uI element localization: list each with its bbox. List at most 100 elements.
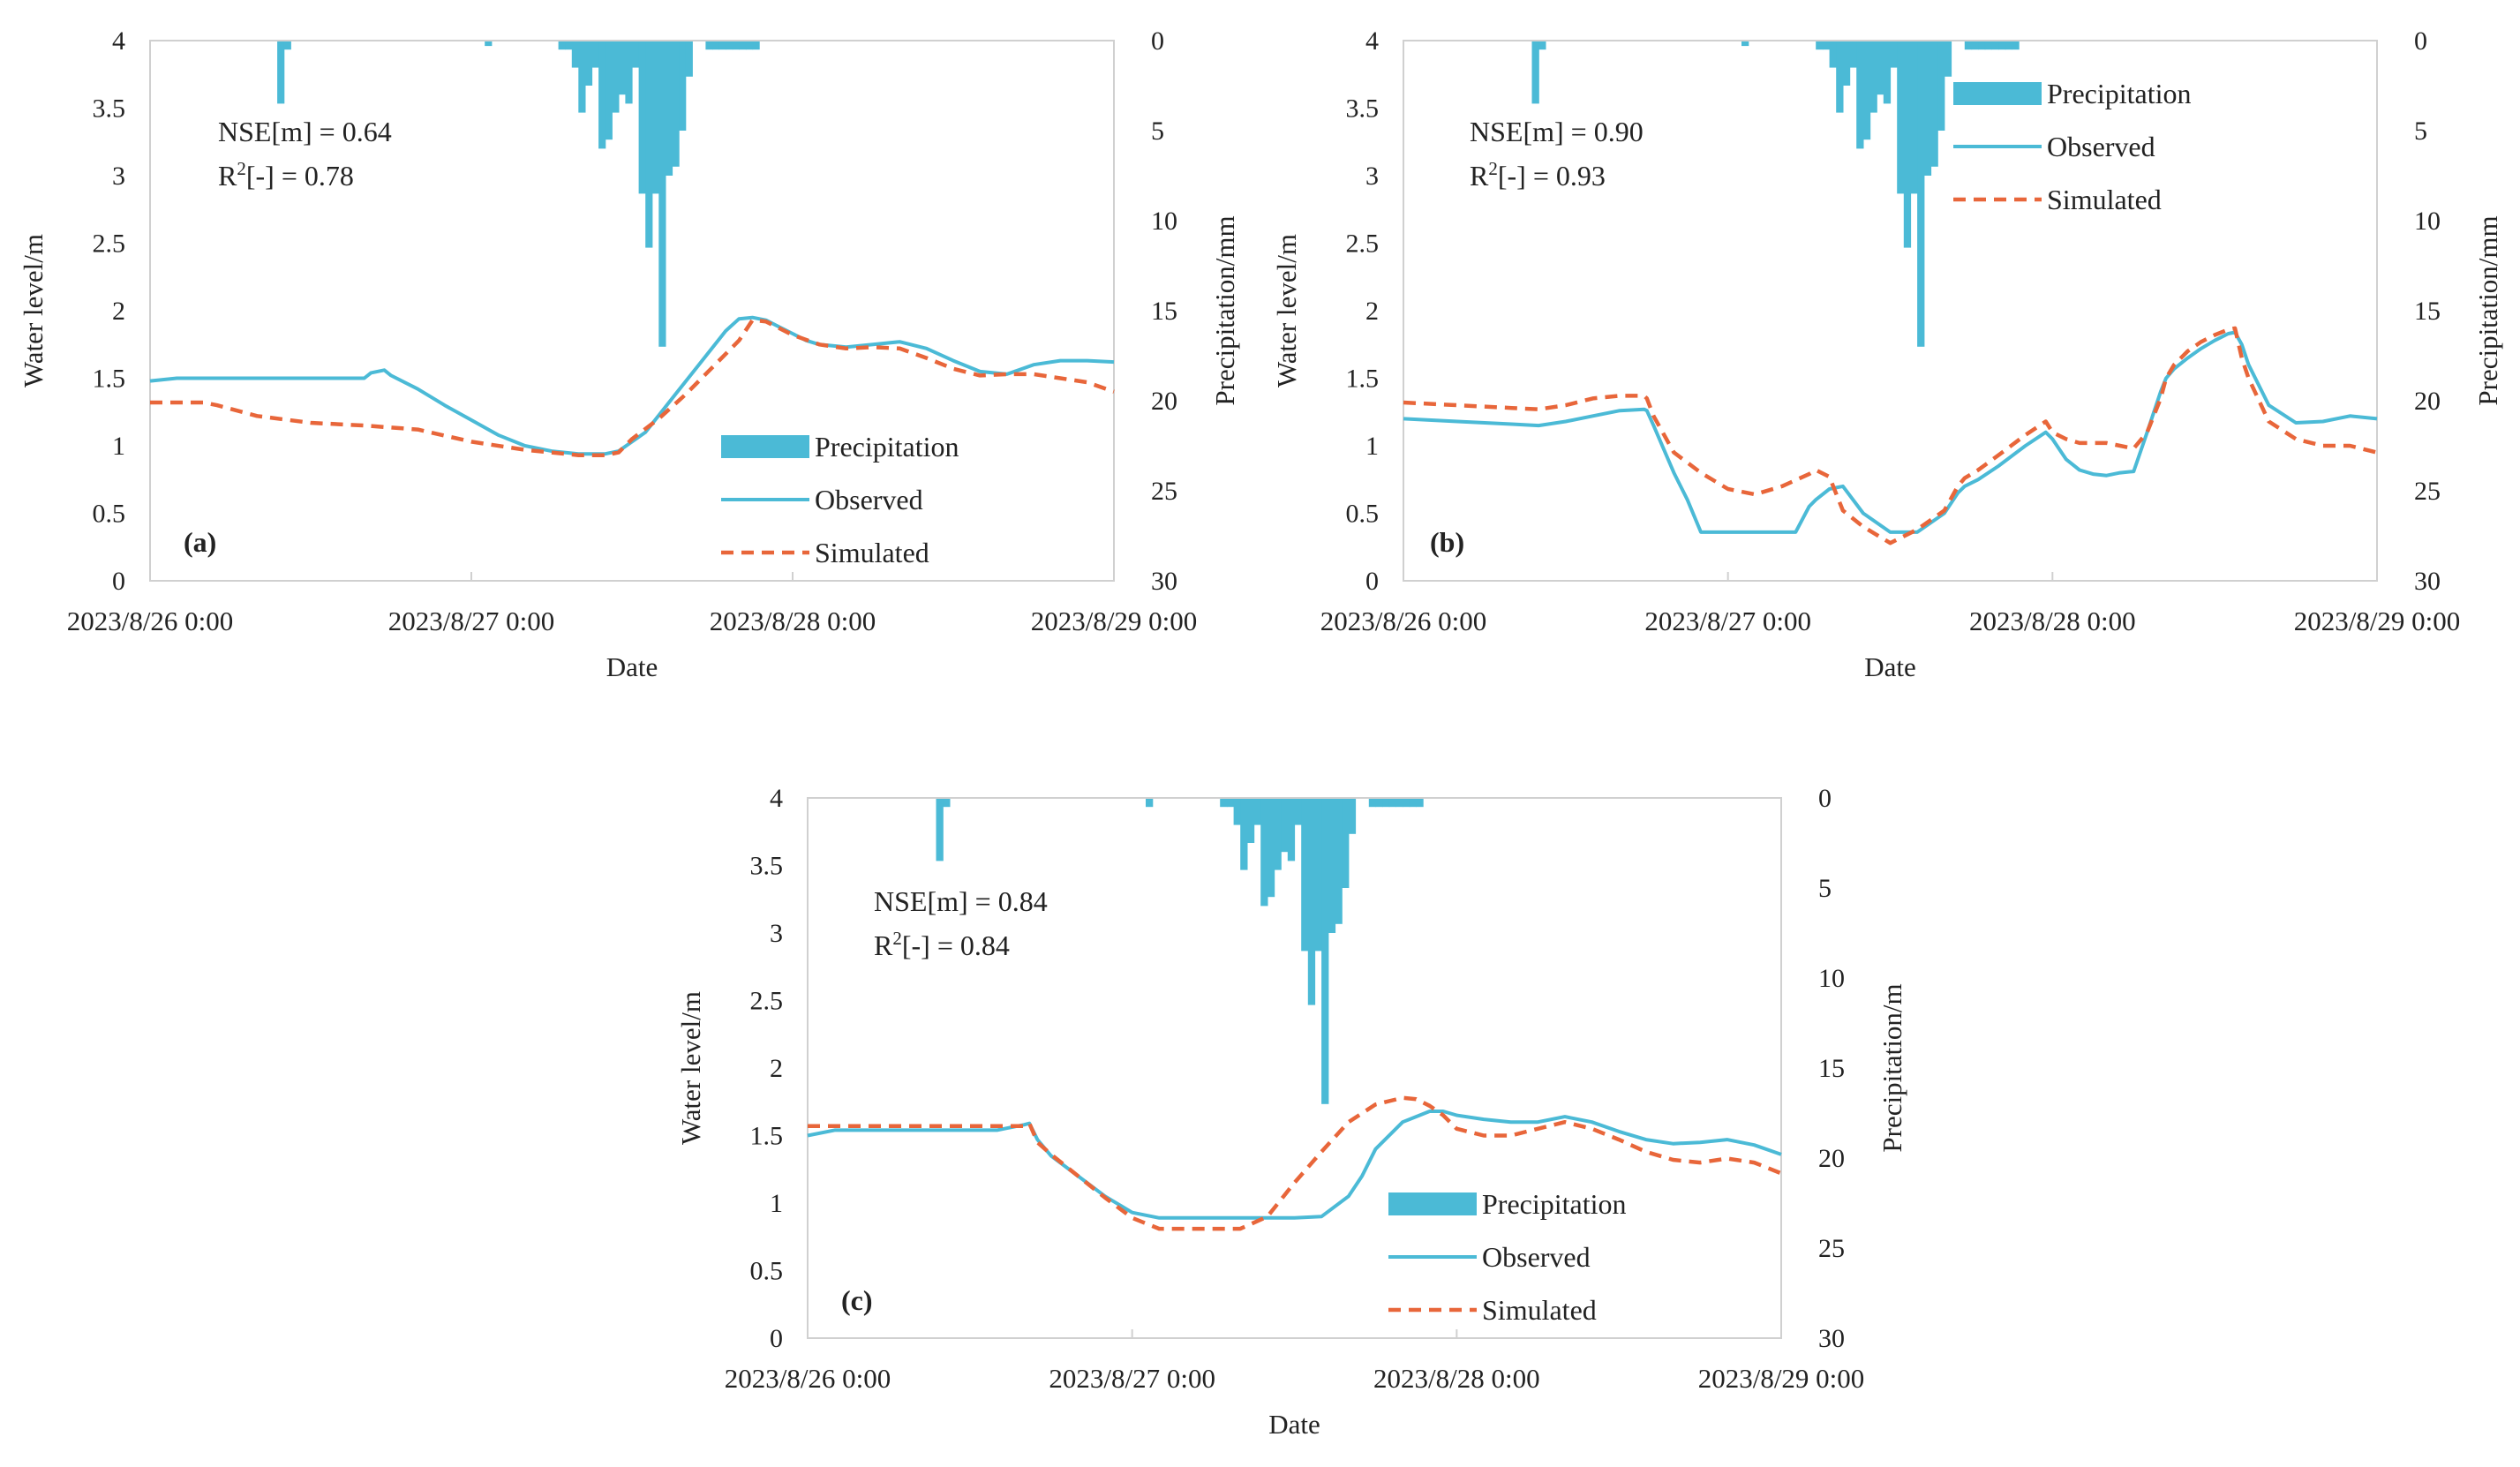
x-axis-title: Date <box>606 651 658 682</box>
x-tick-label: 2023/8/29 0:00 <box>2294 606 2461 636</box>
precipitation-bar <box>1246 798 1255 843</box>
precipitation-bar <box>739 41 747 50</box>
y2-axis-title: Precipitation/mm <box>2472 215 2503 405</box>
y2-tick-label: 5 <box>2414 117 2427 146</box>
legend-label: Simulated <box>1482 1294 1597 1326</box>
precipitation-bar <box>1348 798 1357 834</box>
precipitation-bar <box>283 41 291 50</box>
y2-tick-label: 0 <box>1151 26 1164 56</box>
y-axis-title: Water level/m <box>1271 234 1302 387</box>
y-tick-label: 2.5 <box>1346 229 1380 259</box>
nse-text: NSE[m] = 0.64 <box>218 116 392 147</box>
y-tick-label: 0 <box>1365 567 1379 596</box>
x-tick-label: 2023/8/27 0:00 <box>1644 606 1811 636</box>
precipitation-bar <box>625 41 633 104</box>
precipitation-bar <box>1944 41 1952 77</box>
y2-tick-label: 20 <box>1818 1144 1845 1173</box>
precipitation-bar <box>1253 798 1261 825</box>
y2-tick-label: 5 <box>1151 117 1164 146</box>
precipitation-bar <box>1395 798 1403 808</box>
x-tick-label: 2023/8/28 0:00 <box>1969 606 2136 636</box>
precipitation-bar <box>1822 41 1831 50</box>
x-tick-label: 2023/8/29 0:00 <box>1698 1363 1865 1394</box>
y-tick-label: 1.5 <box>93 365 126 394</box>
legend-swatch-precipitation <box>1388 1192 1477 1215</box>
precipitation-bar <box>1910 41 1918 194</box>
precipitation-bar <box>1260 798 1268 907</box>
precipitation-bar <box>591 41 599 68</box>
y-tick-label: 4 <box>112 26 125 56</box>
y-tick-label: 3.5 <box>1346 94 1380 124</box>
r2-text: R2[-] = 0.93 <box>1470 158 1606 192</box>
chart-panel-2: 0 0.5 1 1.5 2 2.5 3 3.5 4 0 5 10 15 20 25 30 2023/8/26 0… <box>1271 26 2503 682</box>
y2-tick-label: 10 <box>1818 964 1845 993</box>
precipitation-bar <box>1220 798 1228 808</box>
observed-line <box>149 315 1115 456</box>
x-axis-title: Date <box>1864 651 1916 682</box>
precipitation-bar <box>578 41 586 113</box>
precipitation-bar <box>752 41 760 50</box>
precipitation-bar <box>1964 41 1973 50</box>
y-tick-label: 0.5 <box>1346 500 1380 529</box>
simulated-line <box>808 1095 1782 1231</box>
y2-axis-title: Precipitation/mm <box>1209 215 1240 405</box>
y-tick-label: 2.5 <box>750 987 784 1016</box>
y2-tick-label: 15 <box>1151 297 1177 326</box>
precipitation-bar <box>672 41 680 167</box>
precipitation-bar <box>1403 798 1410 808</box>
y2-tick-label: 30 <box>2414 567 2441 596</box>
precipitation-bar <box>1849 41 1857 68</box>
panel-label: (a) <box>184 526 216 558</box>
nse-text: NSE[m] = 0.90 <box>1470 116 1644 147</box>
precipitation-bar <box>1274 798 1282 870</box>
precipitation-bar <box>685 41 693 77</box>
chart-panel-1: 0 0.5 1 1.5 2 2.5 3 3.5 4 0 5 10 15 20 25 30 2023/8/26 0… <box>18 26 1240 682</box>
precipitation-bar <box>726 41 733 50</box>
precipitation-bar <box>598 41 606 149</box>
precipitation-bar <box>605 41 613 140</box>
y-tick-label: 1.5 <box>1346 365 1380 394</box>
legend-label: Precipitation <box>815 431 959 463</box>
precipitation-bar <box>1267 798 1275 898</box>
y-tick-label: 2 <box>770 1054 783 1083</box>
precipitation-bar <box>571 41 579 68</box>
plot-frame <box>807 797 1782 1339</box>
y2-tick-label: 30 <box>1818 1324 1845 1353</box>
precipitation-bar <box>638 41 646 194</box>
y-tick-label: 3 <box>770 919 783 948</box>
precipitation-bar <box>1978 41 1986 50</box>
precipitation-bar <box>1890 41 1898 68</box>
legend-label: Simulated <box>815 537 929 568</box>
precipitation-bar <box>277 41 285 104</box>
y-tick-label: 2 <box>112 297 125 326</box>
precipitation-bar <box>1307 798 1316 1005</box>
x-tick-label: 2023/8/28 0:00 <box>710 606 876 636</box>
precipitation-bar <box>584 41 593 86</box>
precipitation-bar <box>705 41 713 50</box>
y2-tick-label: 0 <box>1818 784 1832 813</box>
precipitation-bar <box>1226 798 1235 808</box>
precipitation-bar <box>558 41 566 50</box>
y-tick-label: 1 <box>770 1189 783 1218</box>
plot-frame <box>149 40 1115 582</box>
y2-tick-label: 15 <box>1818 1054 1845 1083</box>
y-tick-label: 1 <box>1365 432 1379 461</box>
panel-label: (c) <box>841 1284 873 1316</box>
precipitation-bar <box>1240 798 1248 870</box>
precipitation-bar <box>712 41 720 50</box>
precipitation-bar <box>943 798 951 808</box>
y2-axis-title: Precipitation/m <box>1877 983 1907 1152</box>
legend-label: Observed <box>1482 1241 1591 1273</box>
precipitation-bar <box>1971 41 1979 50</box>
legend-label: Precipitation <box>1482 1188 1627 1220</box>
precipitation-bar <box>565 41 573 50</box>
precipitation-bar <box>1368 798 1377 808</box>
precipitation-bar <box>1917 41 1925 347</box>
y2-tick-label: 10 <box>2414 207 2441 236</box>
y-tick-label: 2 <box>1365 297 1379 326</box>
y-tick-label: 0 <box>112 567 125 596</box>
precipitation-bar <box>612 41 620 113</box>
precipitation-bar <box>1538 41 1546 50</box>
y-tick-label: 0 <box>770 1324 783 1353</box>
